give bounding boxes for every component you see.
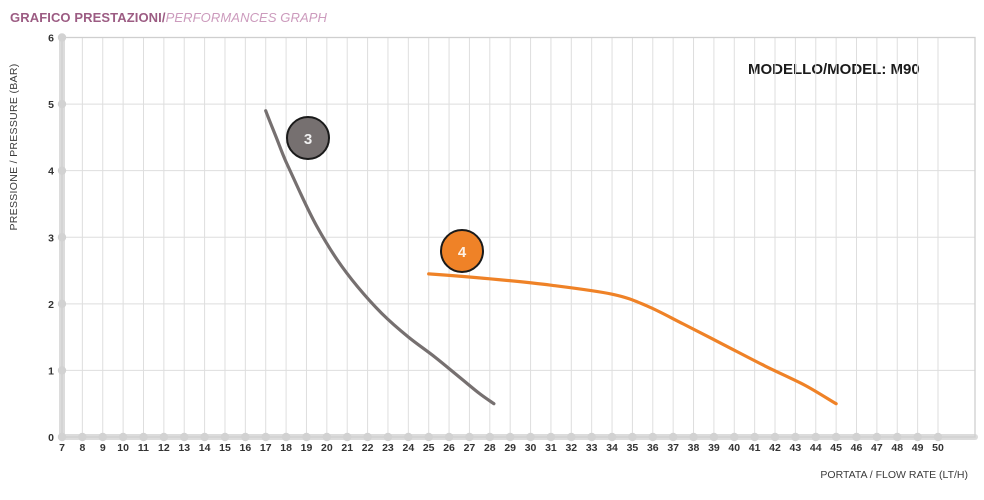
- svg-text:24: 24: [402, 442, 414, 454]
- svg-text:21: 21: [341, 442, 353, 454]
- svg-text:1: 1: [48, 365, 54, 377]
- svg-text:28: 28: [484, 442, 496, 454]
- svg-text:38: 38: [688, 442, 700, 454]
- svg-text:4: 4: [48, 166, 54, 178]
- svg-text:25: 25: [423, 442, 435, 454]
- svg-text:46: 46: [851, 442, 863, 454]
- svg-text:36: 36: [647, 442, 659, 454]
- svg-text:26: 26: [443, 442, 455, 454]
- svg-text:19: 19: [301, 442, 313, 454]
- svg-text:13: 13: [178, 442, 190, 454]
- svg-text:20: 20: [321, 442, 333, 454]
- svg-text:29: 29: [504, 442, 516, 454]
- svg-text:39: 39: [708, 442, 720, 454]
- svg-text:42: 42: [769, 442, 781, 454]
- svg-text:7: 7: [59, 442, 65, 454]
- svg-text:0: 0: [48, 432, 54, 444]
- svg-text:17: 17: [260, 442, 272, 454]
- svg-text:40: 40: [728, 442, 740, 454]
- svg-text:2: 2: [48, 299, 54, 311]
- svg-text:16: 16: [240, 442, 252, 454]
- svg-text:34: 34: [606, 442, 618, 454]
- svg-text:3: 3: [48, 232, 54, 244]
- svg-text:18: 18: [280, 442, 292, 454]
- svg-text:27: 27: [464, 442, 476, 454]
- svg-text:15: 15: [219, 442, 231, 454]
- svg-text:8: 8: [79, 442, 85, 454]
- svg-text:11: 11: [138, 442, 149, 454]
- svg-text:6: 6: [48, 33, 54, 45]
- svg-text:30: 30: [525, 442, 537, 454]
- svg-text:5: 5: [48, 99, 54, 111]
- svg-text:49: 49: [912, 442, 924, 454]
- svg-text:32: 32: [565, 442, 577, 454]
- svg-text:22: 22: [362, 442, 374, 454]
- svg-text:50: 50: [932, 442, 944, 454]
- svg-text:23: 23: [382, 442, 394, 454]
- svg-text:37: 37: [667, 442, 679, 454]
- svg-text:41: 41: [749, 442, 761, 454]
- svg-text:9: 9: [100, 442, 106, 454]
- svg-text:48: 48: [891, 442, 903, 454]
- svg-text:33: 33: [586, 442, 598, 454]
- svg-text:12: 12: [158, 442, 170, 454]
- svg-text:44: 44: [810, 442, 822, 454]
- svg-text:4: 4: [458, 244, 467, 261]
- svg-text:31: 31: [545, 442, 557, 454]
- svg-text:14: 14: [199, 442, 211, 454]
- svg-text:35: 35: [627, 442, 639, 454]
- svg-text:47: 47: [871, 442, 883, 454]
- svg-text:3: 3: [304, 131, 312, 148]
- svg-text:10: 10: [117, 442, 129, 454]
- svg-text:43: 43: [790, 442, 802, 454]
- svg-text:45: 45: [830, 442, 842, 454]
